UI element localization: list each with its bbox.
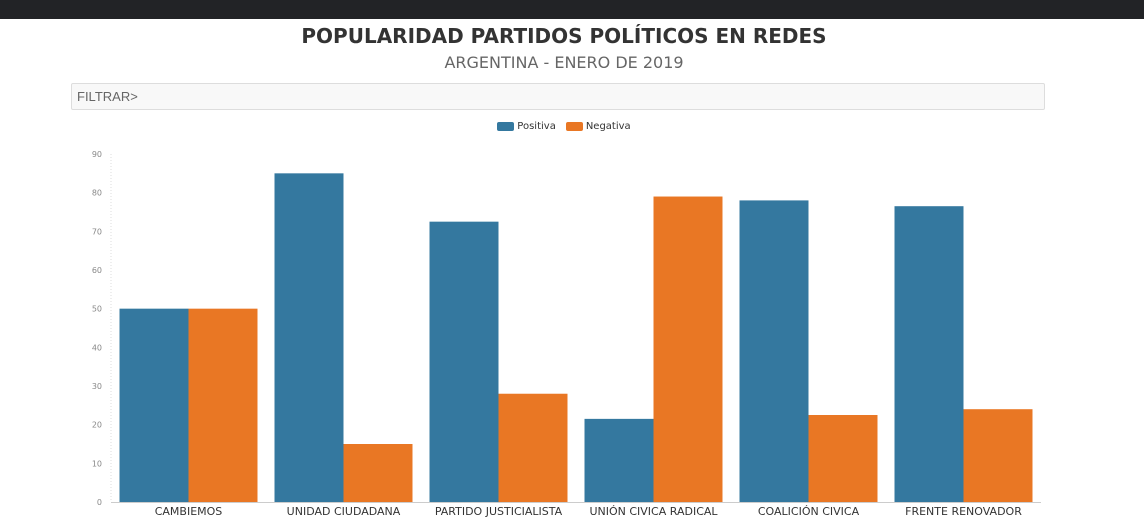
y-tick-label: 20: [92, 421, 102, 430]
x-category-label: COALICIÓN CIVICA: [758, 505, 860, 518]
x-category-label: PARTIDO JUSTICIALISTA: [435, 505, 563, 518]
bar-negativa: [188, 308, 258, 502]
bar-negativa: [808, 415, 878, 502]
x-category-label: UNIÓN CIVICA RADICAL: [589, 505, 718, 518]
filter-label: FILTRAR>: [77, 89, 138, 104]
bar-negativa: [498, 393, 568, 502]
bar-chart: 0 10 20 30 40 50 60 70 80 90 CAMBIEMOS UNIDAD CIUDA…: [92, 150, 1041, 518]
legend-swatch-negativa: [565, 122, 583, 131]
y-tick-label: 90: [92, 150, 102, 159]
bar-positiva: [119, 308, 189, 502]
bar-positiva: [894, 206, 964, 502]
top-bar: [0, 0, 1144, 19]
bar-negativa: [653, 196, 723, 502]
bar-negativa: [963, 409, 1033, 502]
y-tick-label: 40: [92, 343, 102, 352]
y-tick-label: 50: [92, 305, 102, 314]
legend-swatch-positiva: [497, 122, 515, 131]
x-category-label: UNIDAD CIUDADANA: [287, 505, 401, 518]
chart-title: POPULARIDAD PARTIDOS POLÍTICOS EN REDES: [301, 24, 827, 48]
y-tick-label: 60: [92, 266, 102, 275]
y-tick-label: 0: [97, 498, 102, 507]
bar-positiva: [584, 418, 654, 502]
y-tick-label: 30: [92, 382, 102, 391]
bar-positiva: [429, 221, 499, 502]
x-category-label: FRENTE RENOVADOR: [905, 505, 1022, 518]
y-tick-label: 80: [92, 189, 102, 198]
y-tick-label: 10: [92, 459, 102, 468]
legend-item-negativa[interactable]: Negativa: [565, 121, 631, 132]
bar-positiva: [274, 173, 344, 503]
legend-label-positiva: Positiva: [517, 121, 556, 132]
legend-item-positiva[interactable]: Positiva: [497, 121, 556, 132]
chart-subtitle: ARGENTINA - ENERO DE 2019: [444, 53, 684, 72]
chart-legend: Positiva Negativa: [0, 121, 1128, 132]
filter-bar[interactable]: FILTRAR>: [71, 83, 1045, 110]
bar-positiva: [739, 200, 809, 502]
legend-label-negativa: Negativa: [585, 121, 631, 132]
y-tick-label: 70: [92, 227, 102, 236]
x-category-label: CAMBIEMOS: [155, 505, 223, 518]
bar-negativa: [343, 444, 413, 502]
